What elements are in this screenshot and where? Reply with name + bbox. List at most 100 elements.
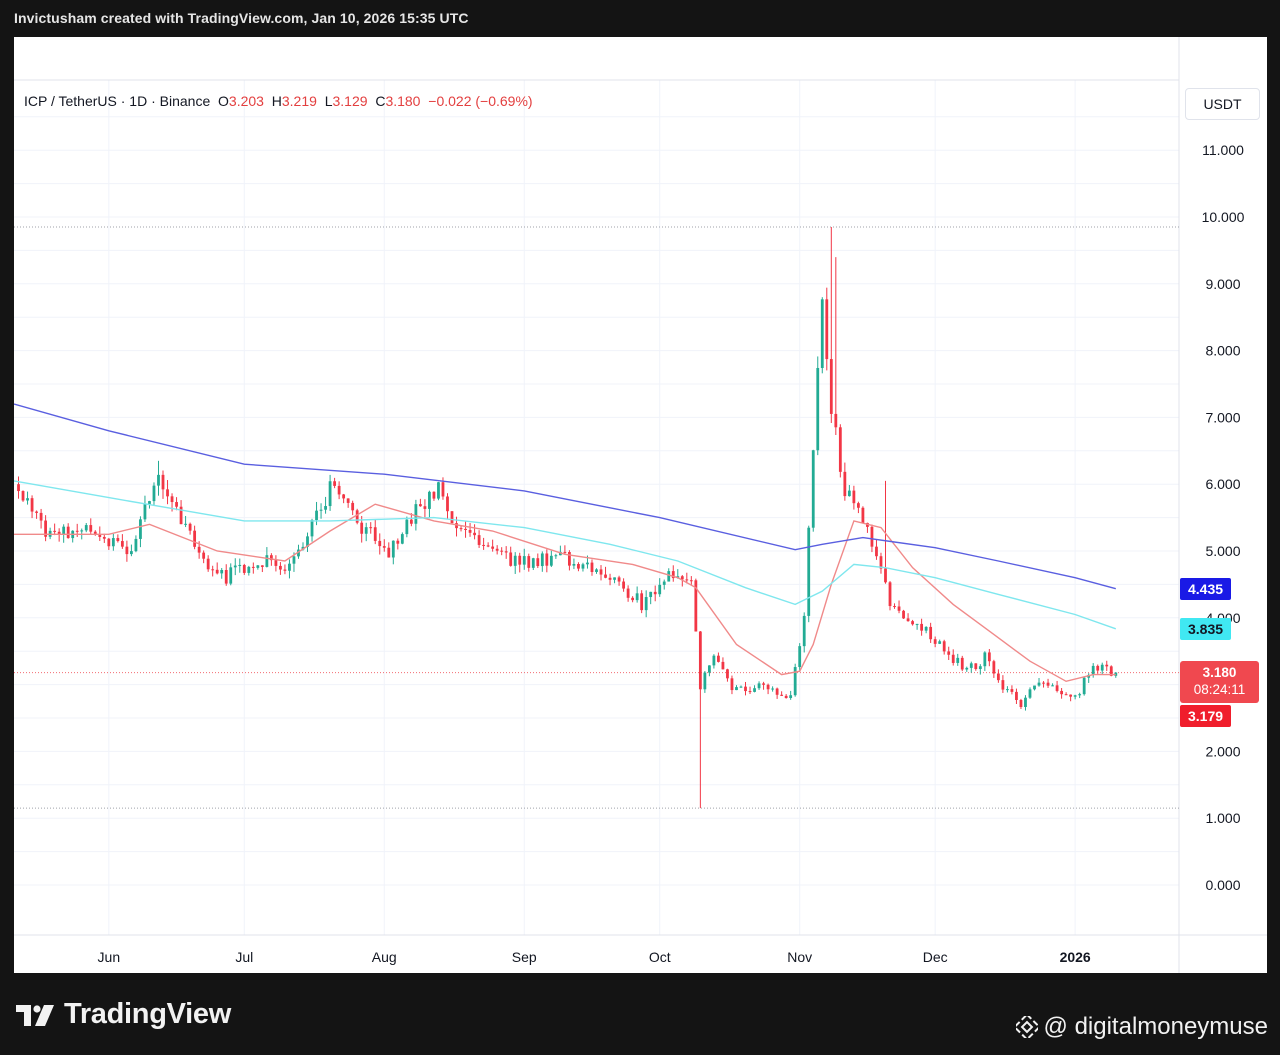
candle-body xyxy=(260,565,264,567)
candle-body xyxy=(730,678,734,691)
x-tick-label: Aug xyxy=(372,949,397,965)
candle-body xyxy=(315,510,318,521)
candle-body xyxy=(1037,682,1041,686)
candle-body xyxy=(942,641,946,652)
candle-body xyxy=(84,525,88,531)
candle-body xyxy=(712,655,716,666)
candle-body xyxy=(1082,677,1086,695)
y-tick-label: 7.000 xyxy=(1205,409,1240,425)
candle-body xyxy=(816,367,820,451)
candle-body xyxy=(1033,685,1036,690)
reference-lines xyxy=(14,226,1179,809)
candle-body xyxy=(139,519,142,539)
candle-body xyxy=(640,593,644,611)
candle-body xyxy=(486,545,490,547)
candle-body xyxy=(378,540,382,547)
candle-body xyxy=(414,504,418,524)
candle-body xyxy=(856,503,860,508)
price-axis[interactable]: 0.0001.0002.0003.0004.0005.0006.0007.000… xyxy=(1202,142,1245,893)
candle-body xyxy=(626,588,630,598)
candle-body xyxy=(423,506,427,509)
tradingview-logo-icon xyxy=(16,1004,54,1026)
candle-body xyxy=(1064,694,1068,696)
candle-body xyxy=(1100,664,1104,671)
candle-body xyxy=(242,564,246,573)
candle-body xyxy=(698,631,702,690)
chart-area[interactable]: 0.0001.0002.0003.0004.0005.0006.0007.000… xyxy=(14,37,1267,973)
candle-body xyxy=(170,496,174,503)
candle-body xyxy=(75,530,79,532)
currency-button[interactable]: USDT xyxy=(1185,88,1260,120)
candle-body xyxy=(473,532,476,536)
candle-body xyxy=(545,553,549,566)
candle-body xyxy=(428,491,431,509)
candle-body xyxy=(536,558,540,567)
candle-body xyxy=(220,569,224,574)
candle-body xyxy=(649,591,653,598)
candle-body xyxy=(653,591,657,595)
candle-body xyxy=(644,597,648,611)
candle-body xyxy=(789,695,793,699)
candle-body xyxy=(265,555,269,567)
candle-body xyxy=(870,526,874,547)
candle-body xyxy=(753,688,756,692)
candle-body xyxy=(35,511,38,513)
candle-body xyxy=(351,502,355,511)
candle-body xyxy=(590,562,594,573)
candle-body xyxy=(324,506,327,510)
candle-body xyxy=(572,564,576,566)
candle-body xyxy=(1024,697,1027,707)
candle-body xyxy=(924,626,928,631)
symbol-name[interactable]: ICP / TetherUS · 1D · Binance xyxy=(24,93,211,109)
y-tick-label: 8.000 xyxy=(1205,343,1240,359)
x-tick-label: Oct xyxy=(649,949,671,965)
candle-body xyxy=(157,474,160,486)
candle-body xyxy=(283,569,287,571)
candle-body xyxy=(319,509,323,511)
candle-body xyxy=(703,672,707,690)
candle-body xyxy=(1019,700,1023,707)
candle-body xyxy=(161,474,165,490)
candle-body xyxy=(938,641,942,644)
candle-body xyxy=(116,538,120,542)
candle-body xyxy=(333,481,337,486)
candle-body xyxy=(279,565,282,570)
x-tick-label: 2026 xyxy=(1060,949,1091,965)
candle-body xyxy=(884,568,887,583)
last-price-tag: 3.180 08:24:11 xyxy=(1180,660,1259,703)
price-chart[interactable]: 0.0001.0002.0003.0004.0005.0006.0007.000… xyxy=(14,37,1267,973)
symbol-legend: ICP / TetherUS · 1D · Binance O3.203 H3.… xyxy=(24,93,533,109)
y-tick-label: 11.000 xyxy=(1202,142,1244,158)
candle-body xyxy=(369,527,373,529)
x-tick-label: Sep xyxy=(512,949,537,965)
candle-body xyxy=(360,522,364,534)
candle-body xyxy=(446,496,449,512)
candle-body xyxy=(671,571,675,579)
candle-body xyxy=(328,481,332,507)
candle-body xyxy=(549,555,553,566)
time-axis[interactable]: Jun Jul Aug Sep Oct Nov Dec 2026 xyxy=(98,949,1091,965)
candle-body xyxy=(1042,682,1045,684)
candle-body xyxy=(441,482,445,497)
candle-body xyxy=(409,519,413,524)
candle-body xyxy=(1109,666,1113,676)
candle-body xyxy=(382,546,386,548)
candle-body xyxy=(482,544,486,546)
candle-body xyxy=(26,498,29,501)
x-tick-label: Jul xyxy=(235,949,253,965)
x-tick-label: Jun xyxy=(98,949,121,965)
high-value: 3.219 xyxy=(281,93,317,109)
candle-body xyxy=(879,556,883,569)
binance-diamond-icon xyxy=(1015,1016,1038,1038)
candle-body xyxy=(513,555,517,566)
candle-body xyxy=(310,520,314,537)
candle-body xyxy=(987,652,991,662)
candle-body xyxy=(554,555,558,557)
candle-body xyxy=(766,684,770,690)
candle-body xyxy=(391,540,395,558)
candle-body xyxy=(396,540,400,544)
grid xyxy=(14,37,1267,973)
candle-body xyxy=(599,569,603,575)
candle-body xyxy=(364,527,368,534)
ma-line-2 xyxy=(14,403,1116,590)
